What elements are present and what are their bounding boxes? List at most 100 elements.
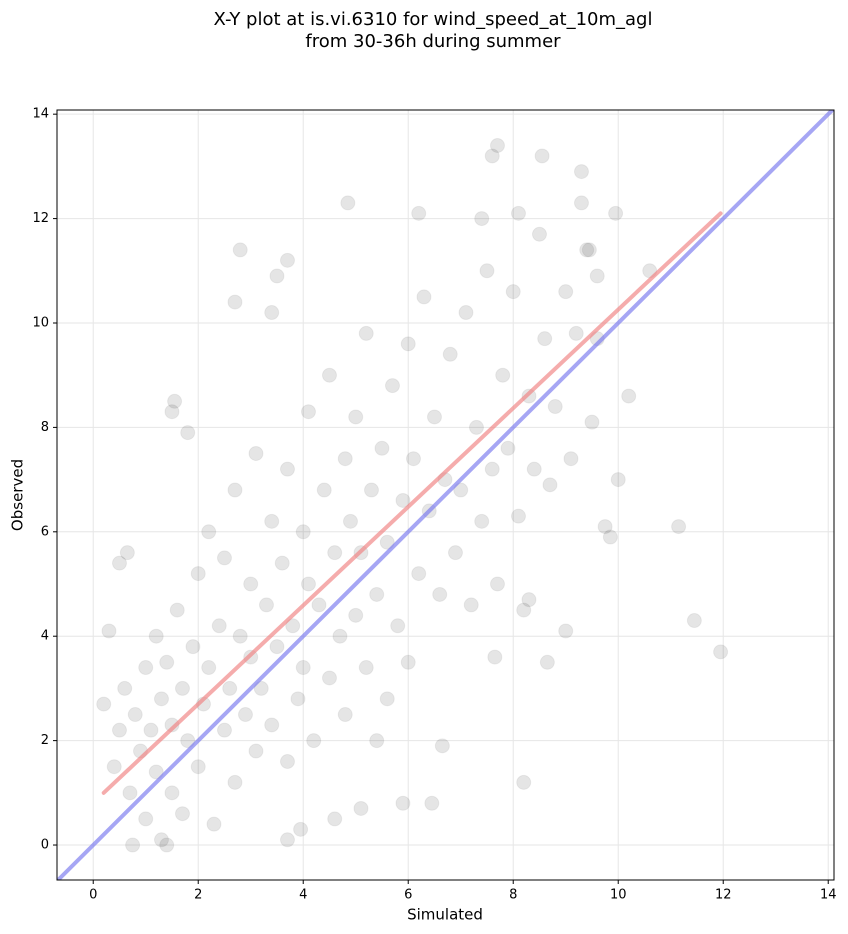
point (484, 461, 500, 477)
point (395, 492, 411, 508)
point (164, 717, 180, 733)
point (416, 289, 432, 305)
points (96, 137, 729, 853)
point (374, 440, 390, 456)
point (353, 800, 369, 816)
point (526, 461, 542, 477)
point (321, 670, 337, 686)
point (190, 566, 206, 582)
point (295, 660, 311, 676)
point (167, 393, 183, 409)
x-tick-label: 6 (404, 888, 412, 903)
x-tick-label: 10 (610, 888, 627, 903)
point (534, 148, 550, 164)
point (573, 195, 589, 211)
grid (57, 110, 834, 880)
point (138, 660, 154, 676)
point (516, 774, 532, 790)
point (279, 753, 295, 769)
point (290, 691, 306, 707)
point (159, 654, 175, 670)
point (264, 305, 280, 321)
ticks: 0 2 4 6 8 10 12 14 0 2 4 6 8 10 12 14 (32, 107, 836, 903)
point (264, 513, 280, 529)
point (686, 613, 702, 629)
point (713, 644, 729, 660)
point (468, 419, 484, 435)
point (285, 618, 301, 634)
point (222, 680, 238, 696)
point (563, 451, 579, 467)
y-tick-label: 4 (41, 629, 49, 644)
point (153, 832, 169, 848)
point (237, 707, 253, 723)
point (190, 759, 206, 775)
point (479, 263, 495, 279)
point (537, 331, 553, 347)
chart-subtitle: from 30-36h during summer (305, 31, 561, 52)
point (232, 628, 248, 644)
point (248, 445, 264, 461)
point (337, 451, 353, 467)
point (111, 722, 127, 738)
x-tick-label: 0 (89, 888, 97, 903)
point (127, 707, 143, 723)
point (671, 519, 687, 535)
point (447, 545, 463, 561)
point (111, 555, 127, 571)
point (211, 618, 227, 634)
y-tick-label: 14 (32, 107, 49, 122)
point (589, 268, 605, 284)
point (581, 242, 597, 258)
y-tick-label: 12 (32, 211, 49, 226)
point (311, 597, 327, 613)
point (379, 534, 395, 550)
point (405, 451, 421, 467)
point (573, 164, 589, 180)
point (321, 367, 337, 383)
point (531, 226, 547, 242)
point (174, 806, 190, 822)
point (332, 628, 348, 644)
point (489, 576, 505, 592)
point (279, 461, 295, 477)
point (264, 717, 280, 733)
point (201, 660, 217, 676)
point (180, 733, 196, 749)
point (608, 205, 624, 221)
point (122, 785, 138, 801)
point (487, 649, 503, 665)
point (258, 597, 274, 613)
point (243, 576, 259, 592)
point (432, 586, 448, 602)
point (274, 555, 290, 571)
point (96, 696, 112, 712)
point (516, 602, 532, 618)
point (358, 325, 374, 341)
point (510, 205, 526, 221)
point (159, 837, 175, 853)
point (426, 409, 442, 425)
point (539, 654, 555, 670)
point (474, 211, 490, 227)
point (363, 482, 379, 498)
point (442, 346, 458, 362)
point (390, 618, 406, 634)
y-tick-label: 0 (41, 838, 49, 853)
fit-line (57, 110, 834, 880)
point (227, 294, 243, 310)
point (216, 722, 232, 738)
point (342, 513, 358, 529)
point (164, 404, 180, 420)
point (495, 367, 511, 383)
point (621, 388, 637, 404)
fit-line (101, 211, 723, 795)
x-tick-label: 2 (194, 888, 202, 903)
point (269, 268, 285, 284)
point (279, 832, 295, 848)
point (227, 482, 243, 498)
y-tick-label: 10 (32, 315, 49, 330)
point (434, 738, 450, 754)
point (148, 764, 164, 780)
point (169, 602, 185, 618)
